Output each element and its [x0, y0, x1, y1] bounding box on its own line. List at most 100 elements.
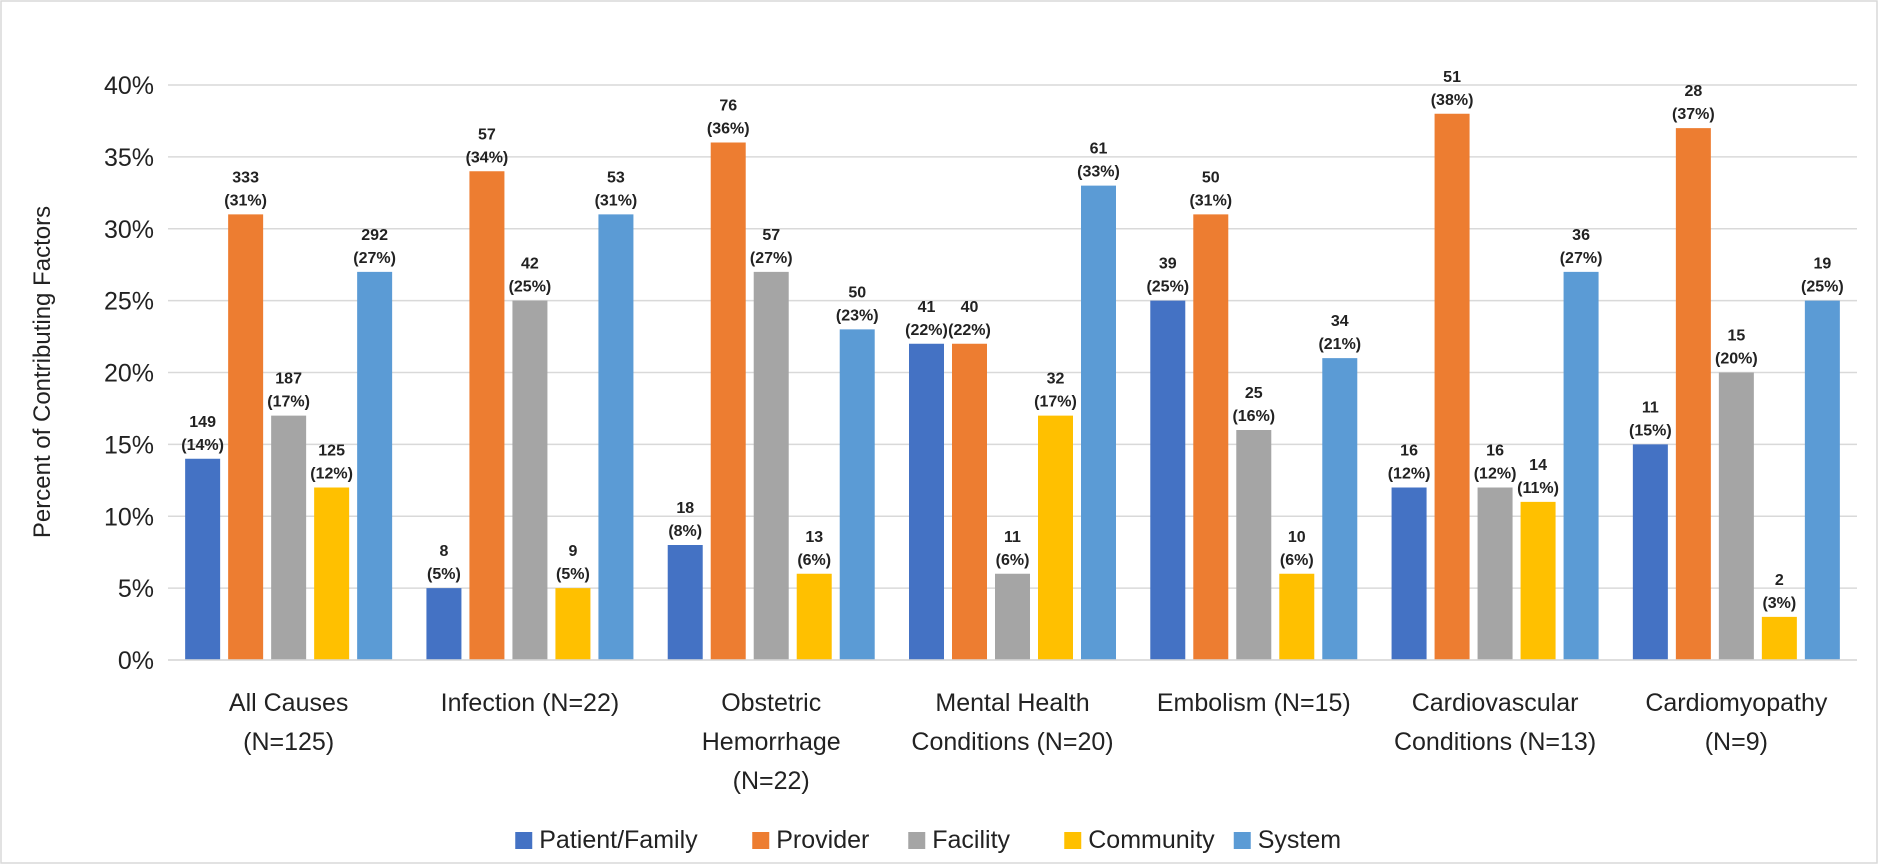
data-label: (31%)	[224, 192, 267, 209]
y-tick-label: 20%	[104, 360, 154, 388]
data-label: (27%)	[1560, 250, 1603, 267]
data-label: (6%)	[1280, 552, 1314, 569]
bar	[228, 214, 264, 660]
y-tick-label: 15%	[104, 431, 154, 459]
data-label: 9	[568, 543, 577, 560]
data-label: (6%)	[996, 552, 1030, 569]
data-label: 149	[189, 414, 216, 431]
bar	[796, 573, 832, 660]
data-label: (20%)	[1715, 351, 1758, 368]
legend-swatch	[752, 832, 770, 849]
data-label: (33%)	[1077, 164, 1120, 181]
bar	[667, 545, 703, 660]
data-label: (37%)	[1672, 106, 1715, 123]
legend-swatch	[908, 832, 926, 849]
bar	[1632, 444, 1668, 660]
data-label: 187	[275, 371, 302, 388]
data-label: (11%)	[1517, 480, 1559, 497]
data-label: (17%)	[1034, 394, 1077, 411]
data-label: (31%)	[1189, 192, 1232, 209]
data-label: 42	[521, 256, 539, 273]
data-label: (27%)	[750, 250, 793, 267]
data-label: (3%)	[1762, 595, 1796, 612]
data-label: 14	[1529, 457, 1547, 474]
data-label: (17%)	[267, 394, 310, 411]
data-label: (5%)	[556, 566, 590, 583]
bar	[1322, 358, 1358, 660]
x-tick-label: Obstetric Hemorrhage (N=22)	[702, 689, 841, 795]
data-label: 50	[848, 284, 866, 301]
data-label: (31%)	[595, 192, 638, 209]
bar	[1718, 372, 1754, 660]
data-label: 34	[1331, 313, 1349, 330]
bar	[1236, 430, 1272, 660]
y-tick-label: 0%	[118, 647, 154, 675]
data-label: 39	[1159, 256, 1177, 273]
bar	[1563, 271, 1599, 660]
data-label: (15%)	[1629, 422, 1672, 439]
data-label: 41	[918, 299, 936, 316]
bar	[1804, 300, 1840, 660]
bar	[839, 329, 875, 660]
data-label: 32	[1047, 371, 1065, 388]
bar	[909, 343, 944, 660]
y-tick-label: 40%	[104, 72, 154, 100]
x-tick-label: Embolism (N=15)	[1157, 689, 1351, 717]
x-tick-label: All Causes (N=125)	[229, 689, 349, 756]
data-label: 11	[1004, 529, 1021, 546]
bar	[271, 415, 307, 660]
data-label: 61	[1090, 141, 1108, 158]
data-label: (8%)	[668, 523, 702, 540]
data-label: (27%)	[353, 250, 396, 267]
bar	[1279, 573, 1315, 660]
bar	[1081, 185, 1116, 660]
bar	[1193, 214, 1229, 660]
data-label: 8	[439, 543, 448, 560]
data-label: 40	[961, 299, 979, 316]
data-label: (22%)	[905, 322, 948, 339]
data-label: 57	[762, 227, 780, 244]
bar	[952, 343, 987, 660]
legend-swatch	[1233, 832, 1251, 849]
y-axis-title: Percent of Contributing Factors	[29, 206, 56, 538]
data-label: (23%)	[836, 307, 879, 324]
data-label: 292	[361, 227, 388, 244]
data-label: (14%)	[181, 437, 224, 454]
data-label: 51	[1443, 69, 1461, 86]
data-label: 76	[719, 98, 737, 115]
data-label: 57	[478, 126, 496, 143]
x-tick-label: Infection (N=22)	[441, 689, 620, 717]
bar	[1434, 113, 1470, 660]
bar	[1761, 616, 1797, 660]
bar	[598, 214, 634, 660]
y-tick-label: 10%	[104, 503, 154, 531]
bar	[1038, 415, 1073, 660]
bar	[555, 588, 591, 660]
data-label: 19	[1813, 256, 1831, 273]
data-label: (5%)	[427, 566, 461, 583]
bar	[995, 573, 1030, 660]
data-label: 13	[805, 529, 823, 546]
bar	[1520, 501, 1556, 660]
data-label: 36	[1572, 227, 1590, 244]
data-label: (34%)	[466, 149, 509, 166]
y-tick-label: 30%	[104, 216, 154, 244]
legend-label: Facility	[932, 826, 1010, 854]
legend-swatch	[1064, 832, 1082, 849]
data-label: (22%)	[948, 322, 991, 339]
data-label: (25%)	[1801, 279, 1844, 296]
bar	[469, 171, 505, 660]
data-label: (21%)	[1318, 336, 1361, 353]
bar	[426, 588, 462, 660]
bar	[1391, 487, 1427, 660]
x-tick-label: Cardiomyopathy (N=9)	[1645, 689, 1828, 756]
y-tick-label: 5%	[118, 575, 154, 603]
data-label: 11	[1642, 399, 1659, 416]
bar	[512, 300, 548, 660]
data-label: (12%)	[310, 466, 353, 483]
data-label: 18	[676, 500, 694, 517]
data-label: (38%)	[1431, 92, 1474, 109]
data-label: 28	[1684, 83, 1702, 100]
y-tick-label: 25%	[104, 288, 154, 316]
